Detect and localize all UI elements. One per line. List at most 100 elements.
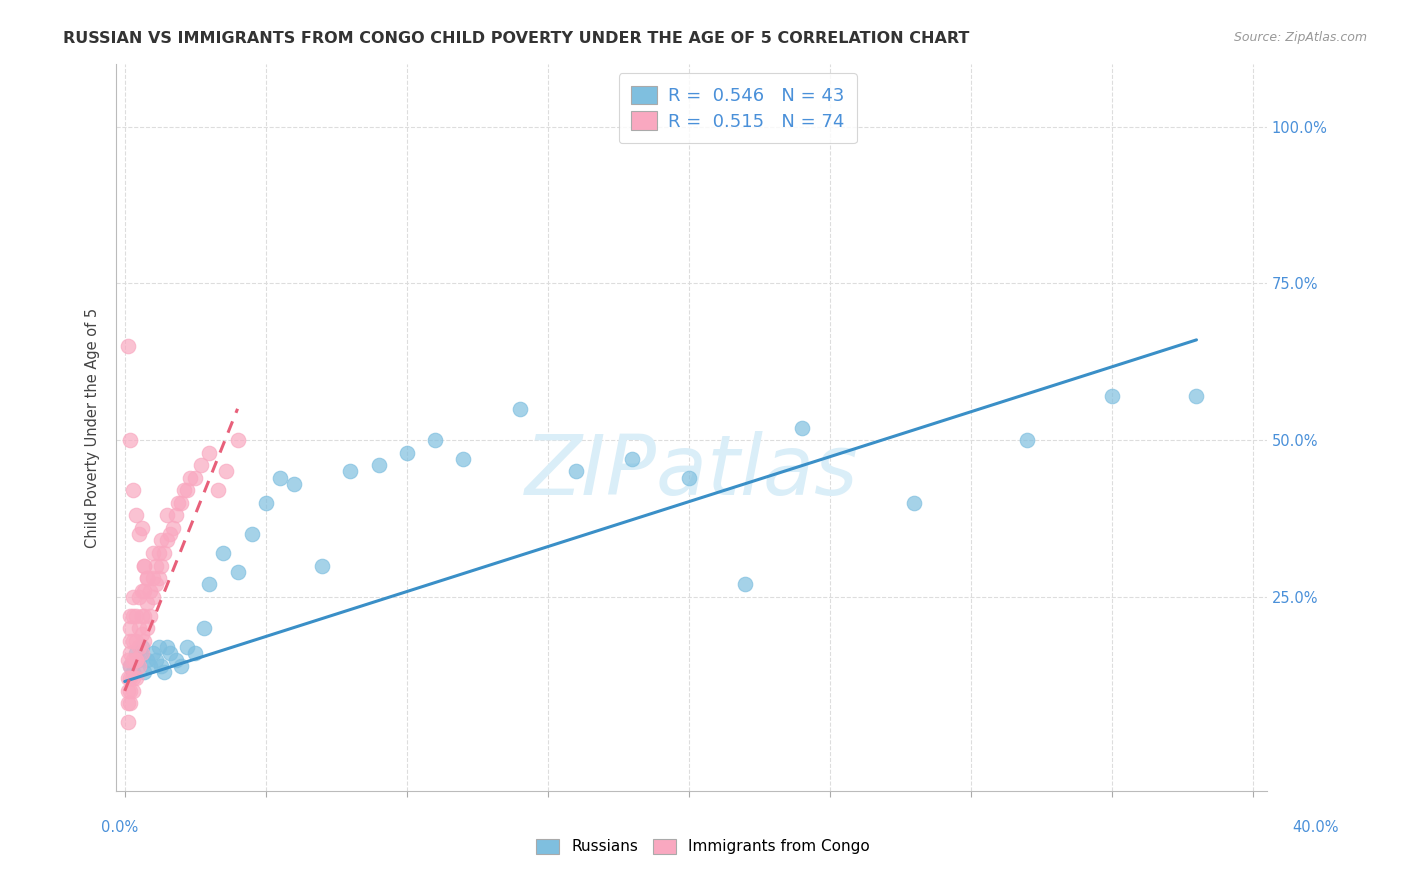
Point [156, 508, 179, 523]
Point [215, 465, 238, 479]
Point [117, 339, 139, 353]
Point [142, 646, 165, 660]
Point [148, 546, 170, 560]
Point [134, 558, 156, 573]
Point [678, 471, 700, 485]
Point [173, 483, 195, 498]
Point [136, 652, 159, 666]
Point [131, 583, 153, 598]
Point [128, 658, 150, 673]
Point [190, 458, 212, 473]
Point [153, 546, 176, 560]
Point [254, 496, 277, 510]
Point [131, 608, 153, 623]
Legend: R =  0.546   N = 43, R =  0.515   N = 74: R = 0.546 N = 43, R = 0.515 N = 74 [619, 73, 856, 144]
Point [509, 401, 531, 416]
Point [1017, 433, 1039, 447]
Point [131, 627, 153, 641]
Point [212, 546, 235, 560]
Point [136, 621, 159, 635]
Point [139, 608, 162, 623]
Point [134, 583, 156, 598]
Point [134, 608, 156, 623]
Point [142, 571, 165, 585]
Point [128, 590, 150, 604]
Point [145, 652, 167, 666]
Point [122, 652, 145, 666]
Point [142, 546, 165, 560]
Point [125, 633, 148, 648]
Point [150, 558, 173, 573]
Point [131, 640, 153, 654]
Point [125, 671, 148, 685]
Point [367, 458, 389, 473]
Point [122, 633, 145, 648]
Point [162, 521, 184, 535]
Point [790, 420, 813, 434]
Point [170, 658, 193, 673]
Text: 40.0%: 40.0% [1292, 821, 1339, 835]
Point [136, 596, 159, 610]
Point [159, 646, 181, 660]
Point [125, 652, 148, 666]
Point [226, 433, 249, 447]
Point [125, 608, 148, 623]
Text: 0.0%: 0.0% [101, 821, 138, 835]
Point [311, 558, 333, 573]
Point [122, 590, 145, 604]
Point [621, 452, 644, 467]
Point [122, 671, 145, 685]
Point [339, 465, 361, 479]
Legend: Russians, Immigrants from Congo: Russians, Immigrants from Congo [529, 831, 877, 862]
Point [153, 665, 176, 679]
Point [125, 646, 148, 660]
Point [198, 445, 221, 459]
Point [167, 496, 190, 510]
Point [148, 571, 170, 585]
Point [128, 640, 150, 654]
Point [150, 658, 173, 673]
Point [159, 527, 181, 541]
Point [451, 452, 474, 467]
Point [122, 483, 145, 498]
Point [120, 608, 142, 623]
Point [145, 577, 167, 591]
Point [125, 508, 148, 523]
Point [120, 671, 142, 685]
Point [903, 496, 925, 510]
Point [122, 608, 145, 623]
Point [128, 621, 150, 635]
Point [176, 483, 198, 498]
Point [269, 471, 291, 485]
Point [134, 558, 156, 573]
Point [165, 508, 187, 523]
Point [122, 684, 145, 698]
Point [120, 633, 142, 648]
Point [120, 433, 142, 447]
Point [125, 652, 148, 666]
Point [193, 621, 215, 635]
Point [117, 697, 139, 711]
Point [734, 577, 756, 591]
Point [395, 445, 418, 459]
Point [120, 658, 142, 673]
Point [120, 646, 142, 660]
Point [145, 558, 167, 573]
Point [184, 646, 207, 660]
Point [117, 671, 139, 685]
Point [148, 640, 170, 654]
Point [117, 684, 139, 698]
Y-axis label: Child Poverty Under the Age of 5: Child Poverty Under the Age of 5 [86, 308, 100, 548]
Point [134, 633, 156, 648]
Point [122, 665, 145, 679]
Text: RUSSIAN VS IMMIGRANTS FROM CONGO CHILD POVERTY UNDER THE AGE OF 5 CORRELATION CH: RUSSIAN VS IMMIGRANTS FROM CONGO CHILD P… [63, 31, 970, 46]
Point [134, 665, 156, 679]
Point [120, 697, 142, 711]
Point [142, 590, 165, 604]
Point [139, 583, 162, 598]
Point [150, 533, 173, 548]
Point [565, 465, 588, 479]
Point [131, 521, 153, 535]
Point [170, 496, 193, 510]
Point [1101, 389, 1123, 403]
